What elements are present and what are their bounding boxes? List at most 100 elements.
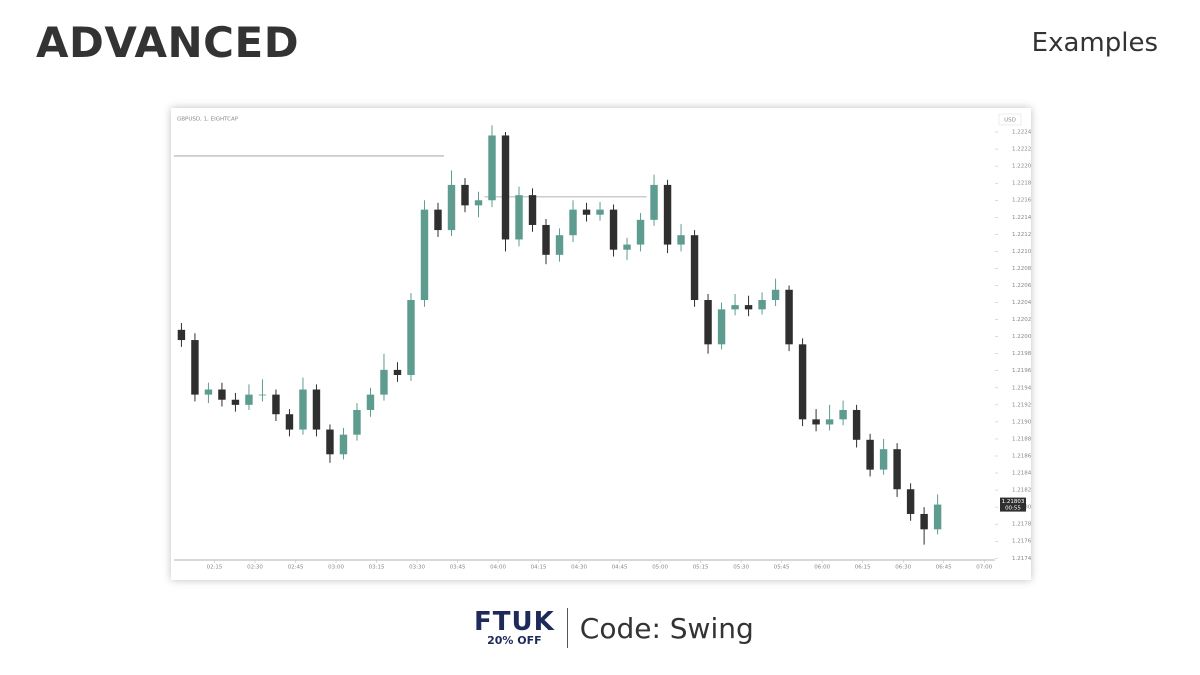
candle-body xyxy=(690,235,699,300)
candle-body xyxy=(677,235,685,245)
candle-body xyxy=(717,309,726,345)
y-tick-label: 1.22060 xyxy=(1012,283,1031,289)
y-tick-label: 1.21740 xyxy=(1012,556,1031,562)
candle-body xyxy=(636,219,645,245)
candle-body xyxy=(474,200,483,206)
candle-body xyxy=(879,449,888,470)
y-tick-label: 1.22140 xyxy=(1012,215,1031,221)
x-tick-label: 06:00 xyxy=(814,565,830,571)
currency: USD xyxy=(1004,118,1016,124)
currency-box xyxy=(998,113,1022,126)
candle-body xyxy=(731,305,739,310)
x-tick-label: 07:00 xyxy=(976,565,992,571)
candle-body xyxy=(555,235,564,255)
candle-body xyxy=(393,369,402,376)
candle-body xyxy=(245,394,253,405)
candle-body xyxy=(420,209,429,300)
x-tick-label: 05:15 xyxy=(693,565,709,571)
candle-body xyxy=(501,135,510,240)
x-tick-label: 02:45 xyxy=(288,565,304,571)
x-tick-label: 02:30 xyxy=(247,565,263,571)
candle-body xyxy=(339,434,348,455)
candle-body xyxy=(758,299,766,310)
candle-body xyxy=(582,209,591,215)
x-tick-label: 04:15 xyxy=(531,565,547,571)
y-tick-label: 1.21900 xyxy=(1012,419,1031,425)
candle-body xyxy=(744,305,753,310)
candle-body xyxy=(285,414,294,430)
divider xyxy=(566,608,568,648)
x-tick-label: 03:45 xyxy=(450,565,466,571)
x-tick-label: 04:45 xyxy=(612,565,628,571)
y-tick-label: 1.22120 xyxy=(1012,232,1031,238)
y-tick-label: 1.21760 xyxy=(1012,539,1031,545)
y-tick-label: 1.22000 xyxy=(1012,334,1031,340)
y-tick-label: 1.21860 xyxy=(1012,453,1031,459)
candle-body xyxy=(461,184,469,206)
candle-body xyxy=(488,135,496,201)
candle-body xyxy=(542,224,550,255)
candle-body xyxy=(258,394,267,396)
candle-body xyxy=(380,369,388,395)
slide-title: ADVANCED xyxy=(36,18,300,67)
candle-body xyxy=(812,419,820,425)
y-tick-label: 1.21780 xyxy=(1012,522,1031,528)
x-tick-label: 06:30 xyxy=(895,565,911,571)
discount: 20% OFF xyxy=(487,634,542,647)
y-tick-label: 1.21980 xyxy=(1012,351,1031,357)
candle-body xyxy=(704,299,712,345)
candle-body xyxy=(866,439,874,470)
y-tick-label: 1.22220 xyxy=(1012,147,1031,153)
x-tick-label: 05:30 xyxy=(733,565,749,571)
candle-body xyxy=(663,184,672,245)
candle-body xyxy=(434,209,442,231)
candle-body xyxy=(785,289,793,345)
countdown: 00:55 xyxy=(1005,506,1021,512)
candle-body xyxy=(353,409,361,435)
candle-body xyxy=(920,513,928,530)
price-box xyxy=(1000,497,1026,512)
x-tick-label: 03:30 xyxy=(409,565,425,571)
logo-text: FTUK xyxy=(474,607,555,637)
candle-body xyxy=(528,195,537,225)
candle-body xyxy=(272,394,280,415)
candle-body xyxy=(596,209,604,215)
x-tick-label: 05:45 xyxy=(774,565,790,571)
x-tick-label: 06:45 xyxy=(936,565,952,571)
y-tick-label: 1.21960 xyxy=(1012,368,1031,374)
candle-body xyxy=(933,504,942,530)
candle-body xyxy=(231,399,240,405)
x-tick-label: 02:15 xyxy=(207,565,223,571)
last-price: 1.21803 xyxy=(1002,499,1025,505)
x-tick-label: 04:00 xyxy=(490,565,506,571)
x-tick-label: 03:00 xyxy=(328,565,344,571)
candle-body xyxy=(191,340,199,395)
candle-body xyxy=(299,389,307,430)
candle-body xyxy=(650,184,658,220)
x-tick-label: 05:00 xyxy=(652,565,668,571)
y-tick-label: 1.21940 xyxy=(1012,385,1031,391)
y-tick-label: 1.21880 xyxy=(1012,436,1031,442)
y-tick-label: 1.22180 xyxy=(1012,181,1031,187)
candle-body xyxy=(326,429,334,455)
x-tick-label: 03:15 xyxy=(369,565,385,571)
candle-body xyxy=(312,389,321,430)
candle-body xyxy=(609,209,618,250)
candle-body xyxy=(204,389,213,395)
candle-body xyxy=(569,209,577,236)
candle-body xyxy=(893,449,901,490)
x-tick-label: 06:15 xyxy=(855,565,871,571)
candle-body xyxy=(906,489,915,514)
footer: FTUK 20% OFF Code: Swing xyxy=(474,605,754,651)
slide-subtitle: Examples xyxy=(1031,28,1158,58)
candle-body xyxy=(839,409,847,420)
y-tick-label: 1.22020 xyxy=(1012,317,1031,323)
candle-body xyxy=(623,244,631,250)
y-tick-label: 1.22080 xyxy=(1012,266,1031,272)
promo-code: Code: Swing xyxy=(579,611,754,645)
candle-body xyxy=(177,329,186,341)
y-tick-label: 1.22100 xyxy=(1012,249,1031,255)
candle-body xyxy=(798,344,807,420)
